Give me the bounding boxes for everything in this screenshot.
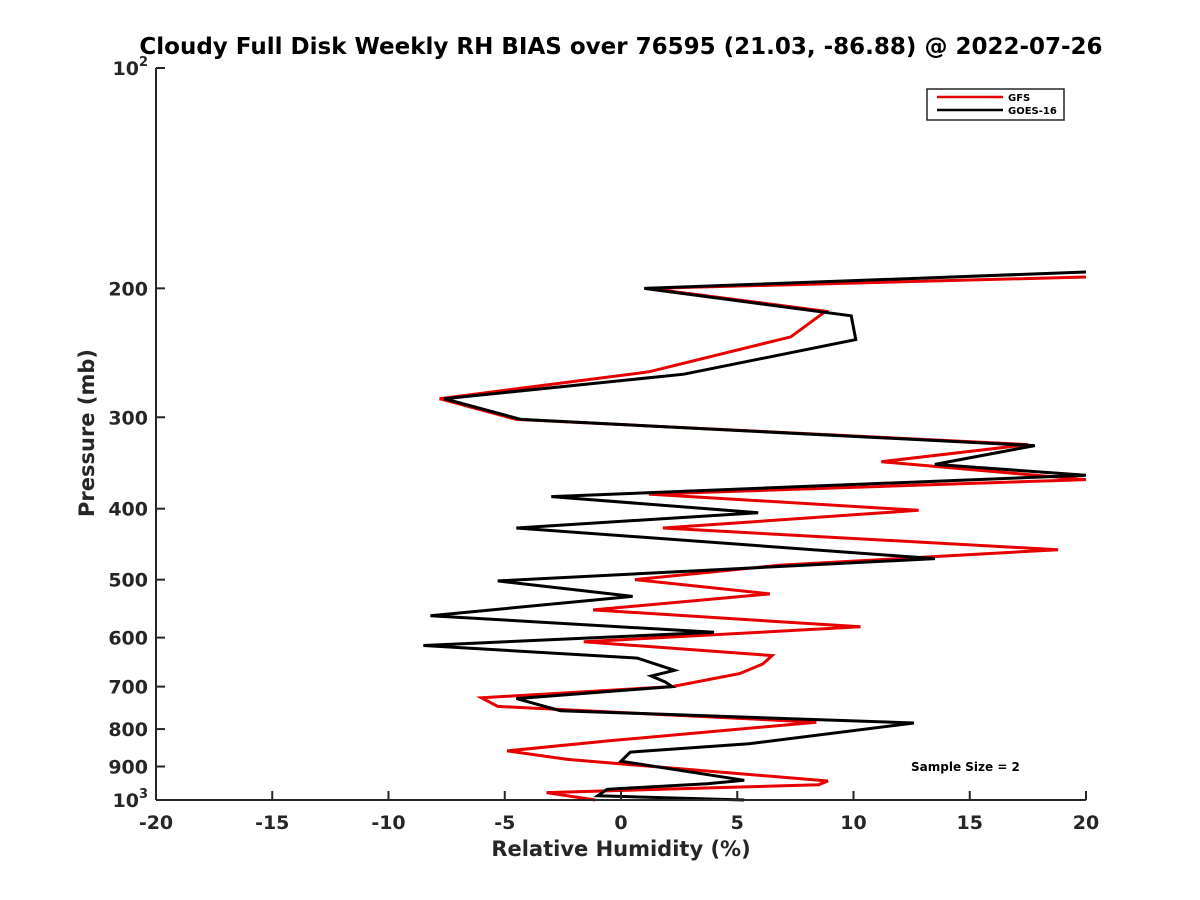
x-axis-label: Relative Humidity (%) <box>491 837 750 861</box>
y-tick-label: 300 <box>108 407 148 429</box>
x-tick-label: -15 <box>255 812 289 834</box>
series-line-gfs <box>439 275 1086 802</box>
y-tick-label: 900 <box>108 757 148 779</box>
chart-title: Cloudy Full Disk Weekly RH BIAS over 765… <box>139 34 1102 60</box>
y-tick-label: 102 <box>113 55 149 80</box>
x-tick-label: 15 <box>957 812 983 834</box>
x-tick-label: -20 <box>139 812 173 834</box>
y-tick-label: 500 <box>108 570 148 592</box>
legend: GFS GOES-16 <box>926 88 1065 121</box>
series-line-goes16 <box>423 270 1086 802</box>
x-tick-label: 0 <box>614 812 627 834</box>
y-tick-label: 200 <box>108 278 148 300</box>
y-tick-label: 700 <box>108 677 148 699</box>
y-tick-label: 800 <box>108 719 148 741</box>
legend-box <box>926 88 1065 121</box>
series-layer <box>423 270 1086 802</box>
x-tick-label: 20 <box>1073 812 1099 834</box>
sample-size-annotation: Sample Size = 2 <box>911 760 1020 774</box>
y-tick-label: 103 <box>113 787 149 812</box>
y-axis-label: Pressure (mb) <box>75 349 99 517</box>
x-tick-label: -5 <box>494 812 515 834</box>
y-tick-label: 600 <box>108 628 148 650</box>
legend-label-gfs: GFS <box>1008 93 1030 104</box>
axes-layer: -20 -15 -10 -5 0 5 10 15 20 102 200 300 400 500 600 700… <box>108 55 1099 834</box>
plot-area: -20 -15 -10 -5 0 5 10 15 20 102 200 300 400 500 600 700… <box>108 55 1099 834</box>
x-tick-label: -10 <box>371 812 405 834</box>
y-tick-label: 400 <box>108 499 148 521</box>
legend-label-goes16: GOES-16 <box>1008 106 1057 117</box>
x-tick-label: 10 <box>840 812 866 834</box>
x-tick-label: 5 <box>731 812 744 834</box>
